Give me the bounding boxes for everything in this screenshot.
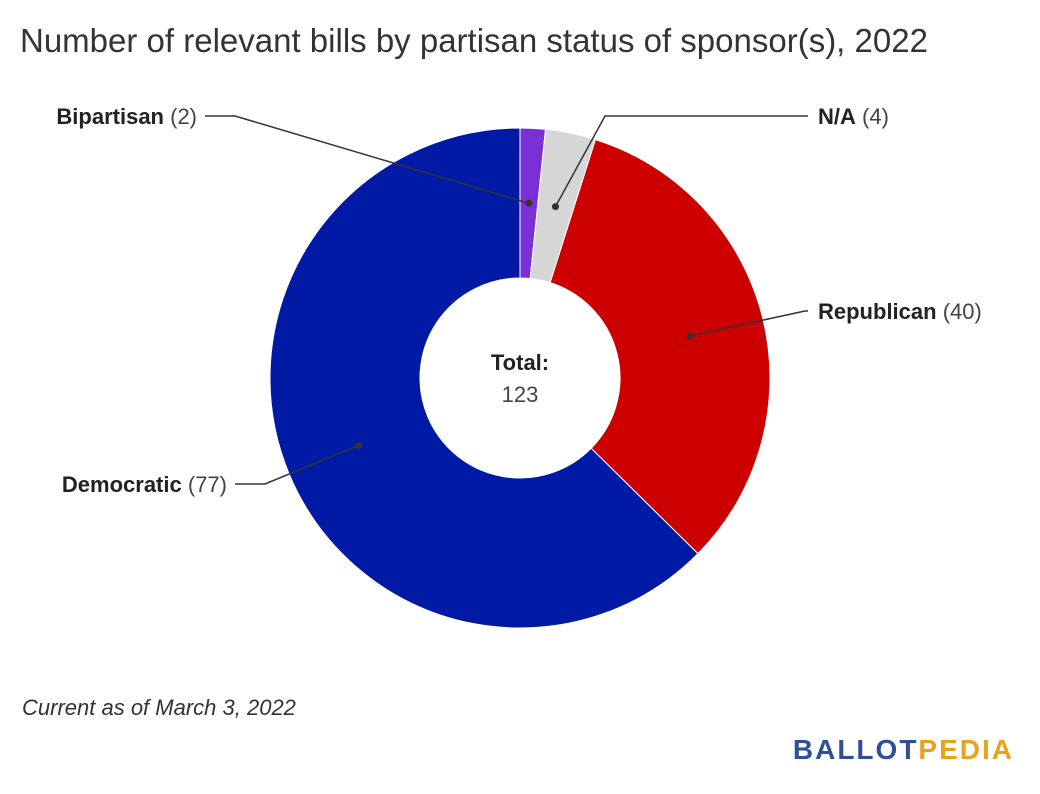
slice-republican (549, 139, 771, 555)
leader-line-republican (689, 310, 808, 337)
slice-democratic (269, 127, 699, 629)
slice-label-na: N/A (4) (818, 104, 889, 129)
logo-part-pedia: PEDIA (918, 734, 1014, 765)
leader-line-democratic (235, 444, 359, 485)
leader-line-na (554, 115, 808, 207)
slice-label-republican: Republican (40) (818, 299, 982, 324)
logo-part-ballot: BALLOT (792, 734, 919, 765)
ballotpedia-logo: BALLOTPEDIA (793, 734, 1014, 766)
slice-label-democratic: Democratic (77) (62, 472, 227, 497)
chart-title: Number of relevant bills by partisan sta… (20, 22, 928, 59)
leader-line-bipartisan (205, 115, 530, 204)
footnote: Current as of March 3, 2022 (22, 695, 296, 720)
slice-label-bipartisan: Bipartisan (2) (56, 104, 197, 129)
center-total-label: Total: (491, 350, 549, 375)
center-total-value: 123 (502, 382, 539, 407)
